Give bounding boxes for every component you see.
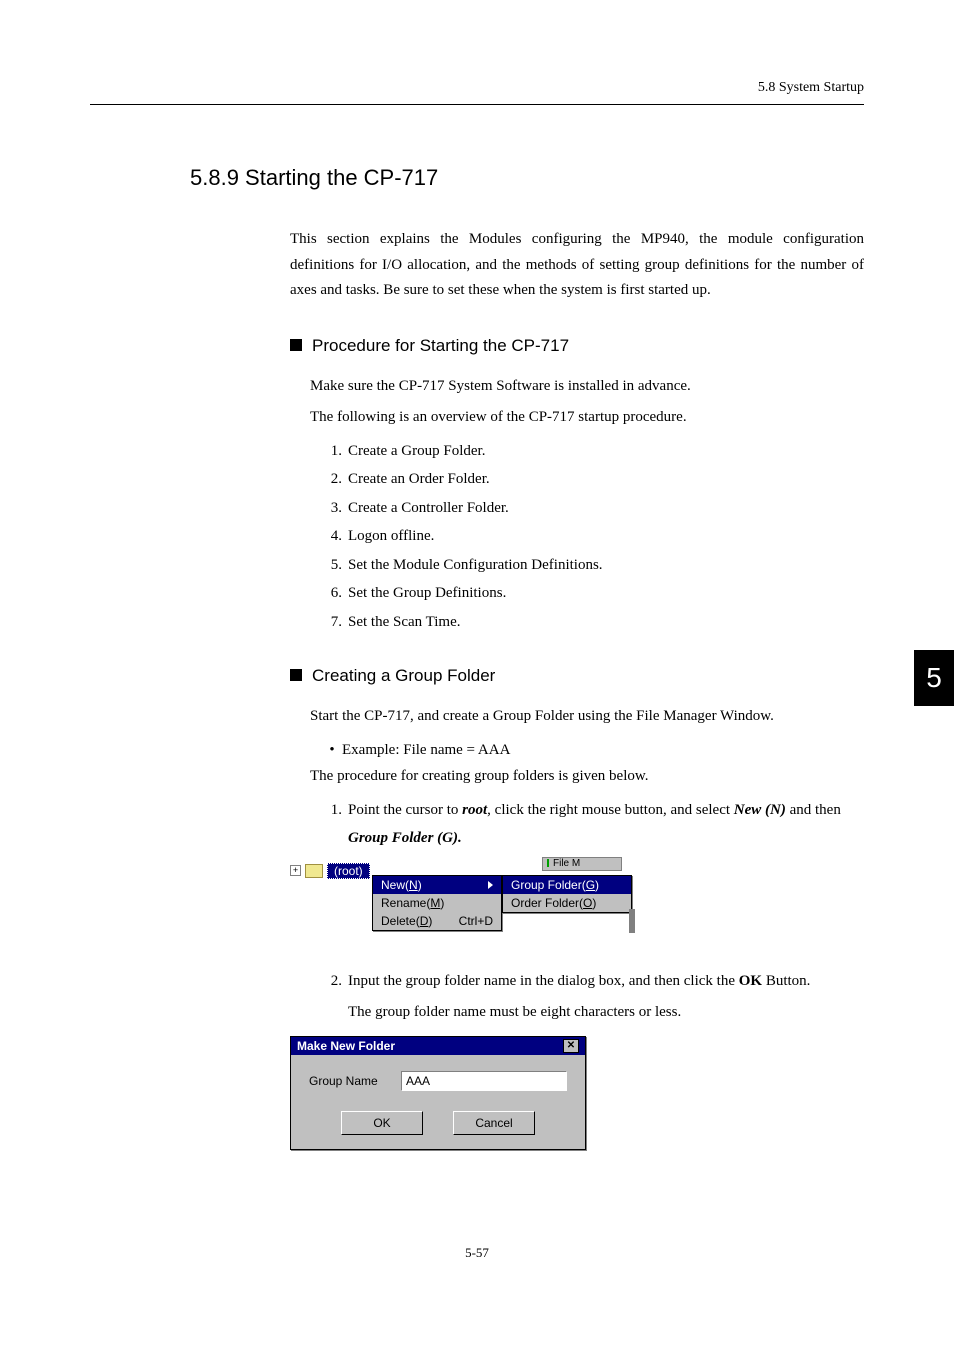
list-item: Set the Scan Time. (348, 608, 864, 637)
group-name-label: Group Name (309, 1074, 389, 1088)
list-number: 6. (322, 579, 348, 608)
paragraph: Make sure the CP-717 System Software is … (310, 374, 864, 400)
shadow-decoration (629, 909, 635, 933)
list-item: Logon offline. (348, 522, 864, 551)
context-menu-figure: File M + (root) New(N) Rename(M) Delete(… (290, 863, 660, 949)
step-note: The group folder name must be eight char… (348, 999, 864, 1026)
subsection-title-group-folder: Creating a Group Folder (290, 666, 864, 686)
cancel-button[interactable]: Cancel (453, 1111, 535, 1135)
ordered-list: 1.Create a Group Folder. 2.Create an Ord… (322, 437, 864, 637)
paragraph: The procedure for creating group folders… (310, 764, 864, 790)
bullet-icon: • (322, 736, 342, 765)
list-item: Set the Group Definitions. (348, 579, 864, 608)
page-header: 5.8 System Startup (90, 80, 864, 105)
accelerator-text: Ctrl+D (459, 914, 493, 928)
list-item: Set the Module Configuration Definitions… (348, 551, 864, 580)
breadcrumb: 5.8 System Startup (758, 80, 864, 95)
group-name-input[interactable] (401, 1071, 567, 1091)
list-number: 5. (322, 551, 348, 580)
list-item: Create a Controller Folder. (348, 494, 864, 523)
list-number: 1. (322, 437, 348, 466)
menu-item-order-folder[interactable]: Order Folder(O) (503, 894, 631, 912)
tree-root-label[interactable]: (root) (327, 863, 370, 879)
dialog-title-text: Make New Folder (297, 1039, 395, 1053)
section-title: 5.8.9 Starting the CP-717 (190, 165, 864, 191)
dialog-titlebar: Make New Folder ✕ (291, 1037, 585, 1055)
list-number: 3. (322, 494, 348, 523)
chapter-tab: 5 (914, 650, 954, 706)
list-item: Create a Group Folder. (348, 437, 864, 466)
list-number: 7. (322, 608, 348, 637)
context-menu: New(N) Rename(M) Delete(D) Ctrl+D (372, 875, 502, 931)
list-number: 2. (322, 465, 348, 494)
paragraph: Start the CP-717, and create a Group Fol… (310, 704, 864, 730)
folder-icon (305, 864, 323, 878)
menu-item-new[interactable]: New(N) (373, 876, 501, 894)
example-text: Example: File name = AAA (342, 736, 510, 765)
ok-button[interactable]: OK (341, 1111, 423, 1135)
ordered-list: 2. Input the group folder name in the di… (322, 967, 864, 996)
list-number: 1. (322, 796, 348, 853)
ordered-list: 1. Point the cursor to root, click the r… (322, 796, 864, 853)
tree-root-node[interactable]: + (root) (290, 863, 370, 879)
expand-icon[interactable]: + (290, 865, 301, 876)
list-number: 2. (322, 967, 348, 996)
list-item: Create an Order Folder. (348, 465, 864, 494)
paragraph: The following is an overview of the CP-7… (310, 405, 864, 431)
list-number: 4. (322, 522, 348, 551)
list-item: Point the cursor to root, click the righ… (348, 796, 864, 853)
menu-item-group-folder[interactable]: Group Folder(G) (503, 876, 631, 894)
menu-item-delete[interactable]: Delete(D) Ctrl+D (373, 912, 501, 930)
file-tab[interactable]: File M (542, 857, 622, 871)
page-number: 5-57 (0, 1245, 954, 1261)
submenu: Group Folder(G) Order Folder(O) (502, 875, 632, 913)
close-icon[interactable]: ✕ (563, 1039, 579, 1053)
subsection-title-procedure: Procedure for Starting the CP-717 (290, 336, 864, 356)
menu-item-rename[interactable]: Rename(M) (373, 894, 501, 912)
make-new-folder-dialog: Make New Folder ✕ Group Name OK Cancel (290, 1036, 586, 1150)
list-item: Input the group folder name in the dialo… (348, 967, 864, 996)
section-intro: This section explains the Modules config… (290, 227, 864, 304)
submenu-arrow-icon (488, 881, 493, 889)
